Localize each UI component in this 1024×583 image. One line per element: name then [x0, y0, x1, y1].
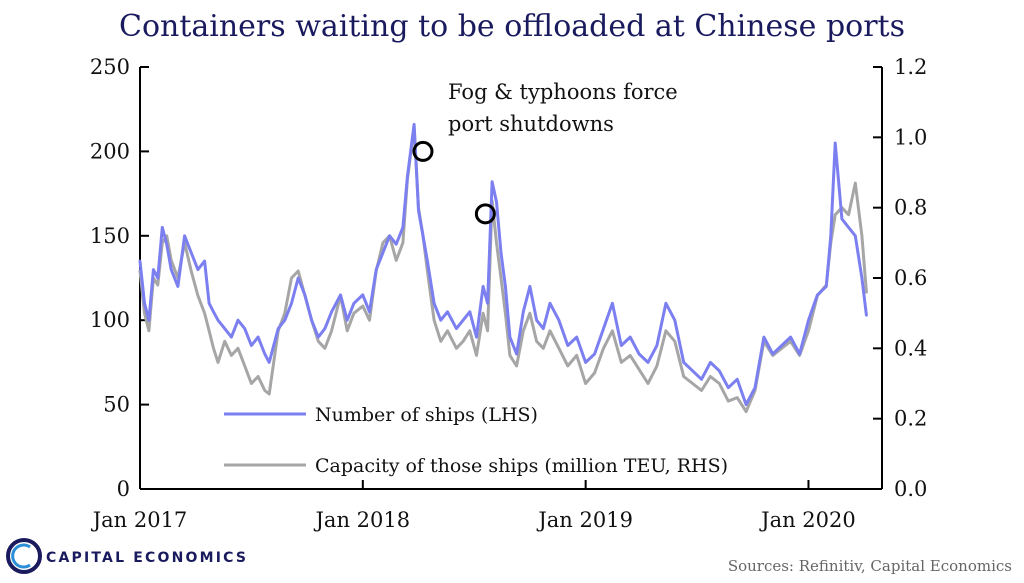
- right-tick-label-5: 1.0: [894, 125, 927, 149]
- x-tick-label-0: Jan 2017: [91, 508, 188, 532]
- highlight-circle-0: [412, 140, 434, 162]
- logo-ring: [6, 538, 42, 574]
- right-axis-ticks: 0.0 0.2 0.4 0.6 0.8 1.0 1.2: [873, 55, 927, 501]
- series-layer: [138, 122, 868, 414]
- left-tick-label-3: 150: [90, 224, 130, 248]
- annotation-line-1: Fog & typhoons force: [448, 80, 678, 104]
- right-tick-label-0: 0.0: [894, 477, 927, 501]
- x-tick-label-1: Jan 2018: [314, 508, 411, 532]
- left-tick-label-2: 100: [90, 308, 130, 332]
- logo-text: CAPITAL ECONOMICS: [46, 550, 248, 566]
- logo-c-mark: [11, 543, 31, 569]
- annotation-line-2: port shutdowns: [448, 112, 614, 136]
- left-axis-ticks: 0 50 100 150 200 250: [90, 55, 149, 501]
- left-tick-label-5: 250: [90, 55, 130, 79]
- x-tick-label-2: Jan 2019: [536, 508, 633, 532]
- right-tick-label-6: 1.2: [894, 55, 927, 79]
- left-tick-label-1: 50: [103, 393, 130, 417]
- right-tick-label-1: 0.2: [894, 407, 927, 431]
- highlight-circle-1: [474, 203, 496, 225]
- right-tick-label-4: 0.8: [894, 196, 927, 220]
- highlight-layer: [412, 140, 496, 225]
- source-note: Sources: Refinitiv, Capital Economics: [728, 557, 1012, 575]
- x-axis-ticks: Jan 2017 Jan 2018 Jan 2019 Jan 2020: [91, 480, 856, 532]
- capital-economics-logo: CAPITAL ECONOMICS: [6, 538, 248, 574]
- right-tick-label-2: 0.4: [894, 336, 927, 360]
- legend-ships-label: Number of ships (LHS): [315, 404, 538, 426]
- x-tick-label-3: Jan 2020: [759, 508, 856, 532]
- series-line-ships: [138, 122, 868, 407]
- series-line-capacity: [138, 125, 868, 414]
- left-tick-label-4: 200: [90, 139, 130, 163]
- left-tick-label-0: 0: [117, 477, 130, 501]
- legend-capacity-label: Capacity of those ships (million TEU, RH…: [315, 455, 728, 477]
- chart-title: Containers waiting to be offloaded at Ch…: [119, 9, 905, 44]
- right-tick-label-3: 0.6: [894, 266, 927, 290]
